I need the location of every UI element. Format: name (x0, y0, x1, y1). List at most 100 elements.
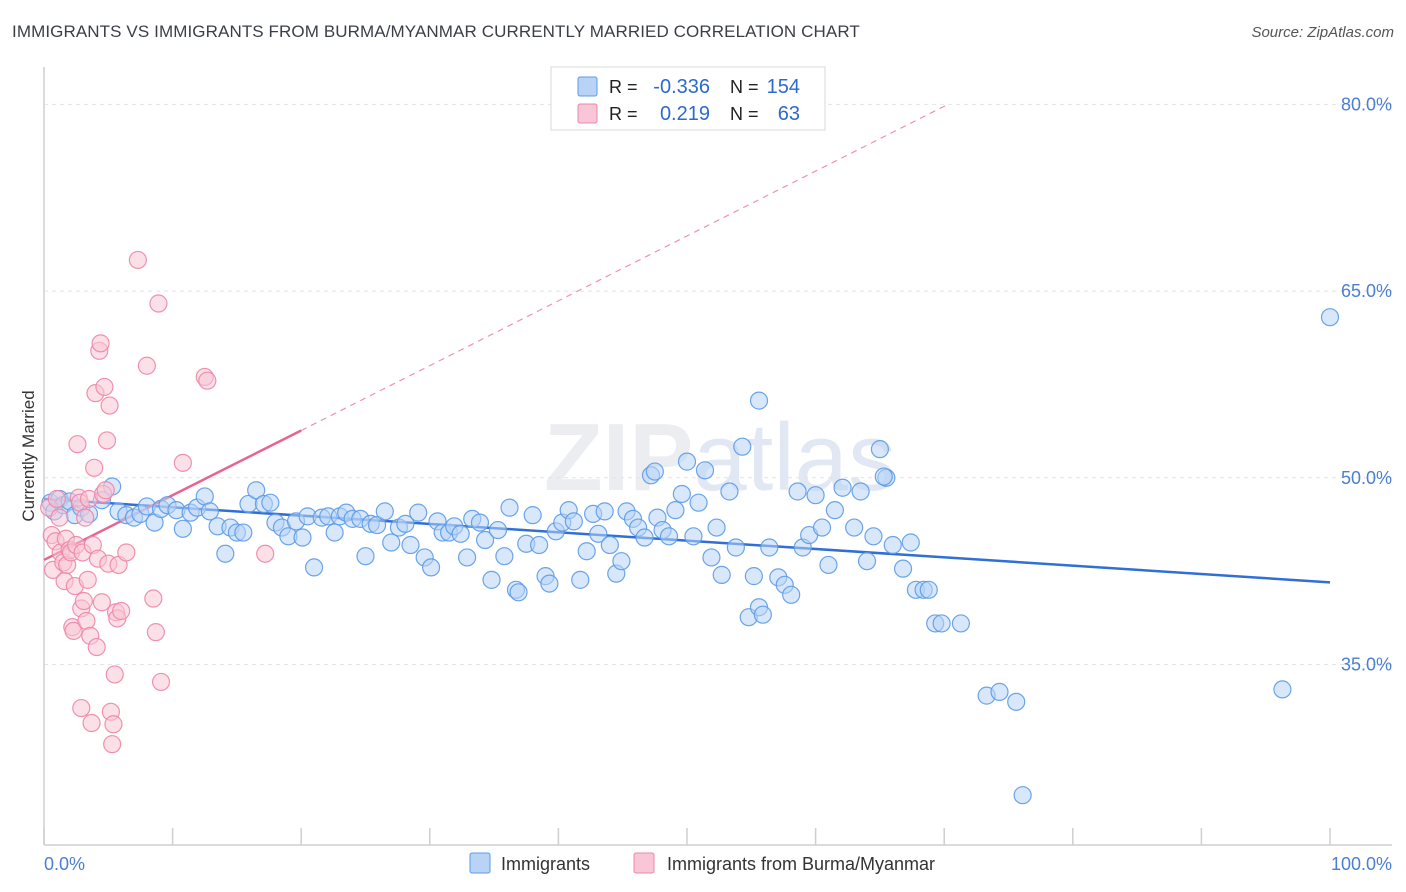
point-immigrants (744, 567, 763, 586)
point-immigrants (845, 518, 864, 537)
point-burma (68, 435, 87, 454)
point-burma (91, 334, 110, 353)
point-burma (104, 715, 123, 734)
point-immigrants (293, 528, 312, 547)
point-immigrants (819, 555, 838, 575)
point-immigrants (382, 533, 401, 552)
point-immigrants (451, 524, 470, 543)
point-burma (78, 570, 97, 589)
point-burma (151, 672, 171, 692)
point-burma (85, 458, 104, 477)
point-immigrants (173, 519, 192, 538)
stats-r-value-1: -0.336 (653, 76, 710, 98)
point-immigrants (589, 524, 608, 543)
point-immigrants (833, 478, 852, 497)
point-burma (47, 489, 66, 509)
point-immigrants (695, 461, 715, 480)
point-immigrants (1320, 308, 1340, 327)
point-immigrants (857, 552, 877, 571)
point-immigrants (951, 614, 971, 633)
point-immigrants (1273, 680, 1292, 699)
point-immigrants (788, 482, 807, 501)
y-tick-label: 50.0% (1341, 468, 1392, 488)
point-immigrants (806, 486, 825, 505)
stats-legend: R = -0.336 N = 154 R = 0.219 N = 63 (550, 66, 826, 131)
legend-label-burma: Immigrants from Burma/Myanmar (667, 854, 935, 874)
point-immigrants (375, 502, 394, 521)
source-credit: Source: ZipAtlas.com (1251, 24, 1394, 41)
stats-n-value-2: 63 (778, 103, 800, 125)
point-immigrants (1013, 786, 1032, 805)
stats-swatch-burma (577, 103, 598, 124)
point-burma (128, 250, 147, 270)
point-immigrants (261, 493, 280, 512)
point-immigrants (367, 515, 387, 535)
point-immigrants (530, 535, 549, 555)
point-immigrants (457, 548, 477, 567)
point-burma (96, 481, 115, 500)
point-burma (92, 593, 111, 612)
point-immigrants (672, 484, 691, 504)
point-immigrants (659, 527, 679, 546)
point-burma (137, 356, 156, 375)
point-immigrants (901, 533, 920, 552)
point-immigrants (200, 502, 219, 521)
point-immigrants (689, 493, 708, 512)
point-immigrants (684, 527, 703, 546)
point-immigrants (702, 548, 721, 567)
x-axis-ticks (43, 828, 1331, 845)
point-immigrants (825, 501, 844, 520)
y-axis-title: Currently Married (19, 390, 38, 521)
point-immigrants (753, 605, 772, 624)
point-immigrants (712, 565, 731, 584)
point-immigrants (509, 583, 528, 602)
point-immigrants (571, 570, 590, 589)
point-immigrants (883, 535, 902, 555)
point-immigrants (666, 501, 685, 520)
point-immigrants (401, 535, 420, 555)
point-immigrants (864, 527, 883, 546)
y-tick-label: 35.0% (1341, 655, 1392, 675)
point-immigrants (612, 552, 631, 571)
point-immigrants (421, 558, 441, 577)
point-immigrants (482, 570, 501, 589)
legend-swatch-burma (633, 852, 655, 874)
y-tick-label: 65.0% (1341, 281, 1392, 301)
point-immigrants (500, 498, 519, 517)
point-burma (87, 637, 106, 657)
x-axis-tick-labels: 0.0% 100.0% (44, 854, 1392, 874)
point-immigrants (564, 512, 583, 531)
trend-line-burma-extension (300, 103, 949, 432)
point-immigrants (475, 530, 495, 550)
point-immigrants (495, 547, 514, 566)
stats-swatch-immigrants (577, 76, 598, 97)
stats-r-label-2: R = (609, 104, 638, 124)
point-immigrants (216, 544, 235, 563)
point-immigrants (325, 523, 344, 542)
point-immigrants (540, 574, 559, 593)
point-immigrants (409, 503, 428, 522)
point-burma (77, 611, 96, 631)
point-immigrants (600, 535, 619, 555)
point-immigrants (577, 542, 596, 561)
point-immigrants (396, 514, 415, 533)
point-burma (117, 543, 136, 562)
point-burma (82, 713, 101, 733)
legend-label-immigrants: Immigrants (501, 854, 590, 874)
x-tick-label: 0.0% (44, 854, 85, 874)
point-immigrants (932, 614, 951, 633)
point-burma (112, 601, 131, 621)
point-burma (72, 698, 91, 718)
point-immigrants (874, 467, 893, 486)
point-immigrants (595, 502, 614, 521)
legend-swatch-immigrants (469, 852, 491, 874)
point-burma (144, 589, 163, 608)
point-immigrants (247, 481, 266, 500)
y-axis-tick-labels: 35.0% 50.0% 65.0% 80.0% (1341, 94, 1392, 674)
point-immigrants (677, 452, 697, 471)
point-immigrants (523, 506, 542, 525)
stats-r-value-2: 0.219 (660, 103, 710, 125)
point-burma (95, 377, 114, 397)
point-burma (173, 453, 192, 472)
